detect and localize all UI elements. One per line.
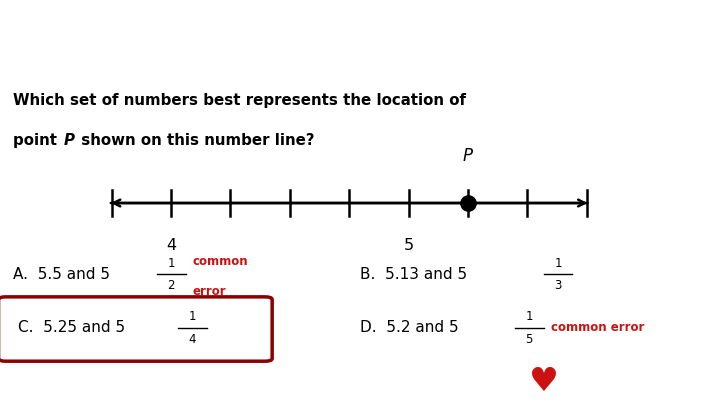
Text: 29: 29	[398, 375, 415, 389]
Text: point: point	[13, 133, 62, 148]
Text: 5: 5	[526, 333, 533, 346]
Text: 1: 1	[168, 257, 175, 270]
Text: 4: 4	[189, 333, 196, 346]
Text: 2: 2	[168, 279, 175, 292]
Text: IS FOR: IS FOR	[629, 383, 663, 392]
Text: C.  5.25 and 5: C. 5.25 and 5	[18, 320, 125, 335]
Text: ♥: ♥	[528, 365, 557, 398]
Text: Which set of numbers best represents the location of: Which set of numbers best represents the…	[13, 93, 466, 108]
Text: LEARNERS: LEARNERS	[629, 393, 682, 402]
Text: common: common	[193, 255, 248, 268]
Text: shown on this number line?: shown on this number line?	[76, 133, 315, 148]
Text: common error: common error	[551, 321, 644, 334]
Text: P: P	[63, 133, 74, 148]
Text: error: error	[193, 285, 227, 298]
FancyBboxPatch shape	[0, 297, 272, 361]
Text: 1: 1	[526, 310, 533, 323]
Text: Department of Learning and Innovation: Department of Learning and Innovation	[13, 391, 184, 400]
Text: Answer to Practice with Equivalent Fractions and: Answer to Practice with Equivalent Fract…	[13, 24, 608, 44]
Text: 4: 4	[166, 238, 176, 253]
Text: 1: 1	[189, 310, 196, 323]
Text: D.  5.2 and 5: D. 5.2 and 5	[360, 320, 459, 335]
Text: Decimals Represented on a Number Line (4.3d): Decimals Represented on a Number Line (4…	[13, 60, 587, 79]
Text: 3: 3	[554, 279, 562, 292]
Text: P: P	[463, 147, 473, 166]
Text: B.  5.13 and 5: B. 5.13 and 5	[360, 266, 467, 281]
Text: VIRGINIA: VIRGINIA	[629, 371, 675, 380]
Text: A.  5.5 and 5: A. 5.5 and 5	[13, 266, 110, 281]
Text: 5: 5	[403, 238, 414, 253]
Text: 1: 1	[554, 257, 562, 270]
Text: Department of Student Assessment, Accountability & ESEA Programs: Department of Student Assessment, Accoun…	[13, 373, 312, 382]
